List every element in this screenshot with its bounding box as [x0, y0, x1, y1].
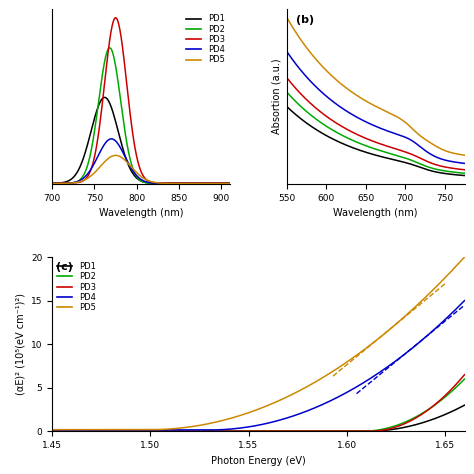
X-axis label: Wavelength (nm): Wavelength (nm) [333, 208, 418, 218]
Text: (b): (b) [296, 15, 314, 25]
X-axis label: Wavelength (nm): Wavelength (nm) [99, 208, 183, 218]
Y-axis label: (αE)² (10⁵(eV cm⁻¹)²): (αE)² (10⁵(eV cm⁻¹)²) [15, 293, 26, 395]
Legend: PD1, PD2, PD3, PD4, PD5: PD1, PD2, PD3, PD4, PD5 [185, 14, 226, 65]
Text: (c): (c) [56, 262, 73, 272]
X-axis label: Photon Energy (eV): Photon Energy (eV) [211, 456, 306, 465]
Legend: PD1, PD2, PD3, PD4, PD5: PD1, PD2, PD3, PD4, PD5 [56, 261, 97, 313]
Y-axis label: Absortion (a.u.): Absortion (a.u.) [271, 59, 281, 135]
